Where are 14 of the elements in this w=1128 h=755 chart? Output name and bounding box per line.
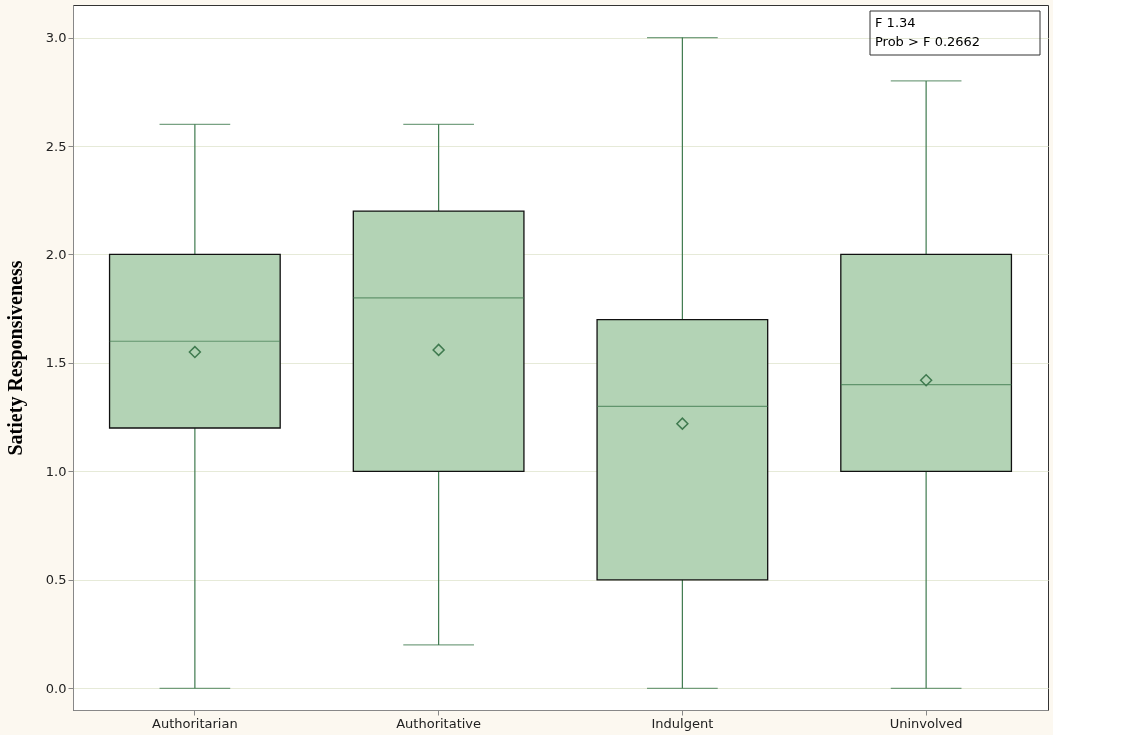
annotation: F 1.34 — [875, 15, 916, 30]
x-tick-label: Authoritarian — [152, 715, 238, 731]
y-tick-label: 2.5 — [45, 138, 67, 154]
x-tick-label: Authoritative — [396, 715, 482, 731]
y-axis-title: Satiety Responsiveness — [3, 260, 27, 456]
y-tick-label: 3.0 — [45, 30, 67, 46]
y-tick-label: 1.0 — [45, 463, 67, 479]
y-tick-label: 2.0 — [45, 246, 67, 262]
y-tick-label: 1.5 — [45, 355, 67, 371]
y-tick-label: 0.5 — [45, 572, 67, 588]
x-tick-label: Uninvolved — [889, 715, 963, 731]
annotation: Prob > F 0.2662 — [875, 34, 981, 49]
x-tick-label: Indulgent — [651, 715, 714, 731]
y-tick-label: 0.0 — [45, 680, 67, 696]
